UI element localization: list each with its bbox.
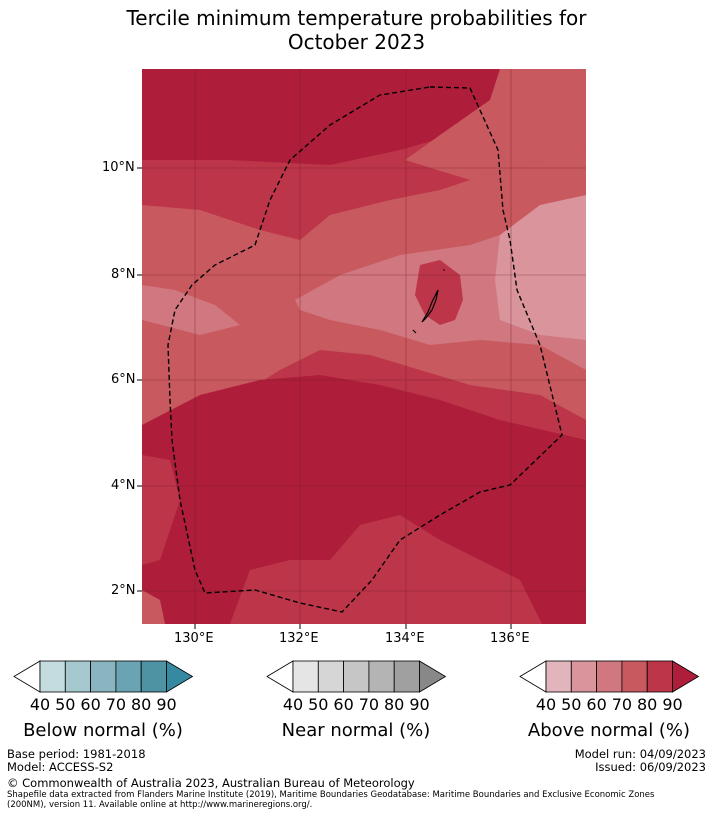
eez-boundary <box>167 86 563 613</box>
colorbar-swatch <box>64 660 92 693</box>
colorbar-tick-label: 40 <box>282 695 304 714</box>
colorbar-min-extend <box>266 660 294 693</box>
axis-ticks <box>137 167 512 629</box>
colorbar-max-extend <box>672 660 700 693</box>
colorbar-tick-label: 80 <box>131 695 152 714</box>
colorbar-above <box>519 660 700 693</box>
below-normal-label: Below normal (%) <box>23 720 183 741</box>
colorbar-tick-label: 40 <box>29 695 51 714</box>
colorbar-tick-label: 60 <box>333 695 354 714</box>
colorbar-tick-label: 50 <box>308 695 329 714</box>
model-name: Model: ACCESS-S2 <box>7 760 114 774</box>
y-tick-label: 8°N <box>111 267 136 282</box>
y-tick-label: 10°N <box>102 160 135 175</box>
x-tick-label: 136°E <box>490 631 530 646</box>
colorbar-swatch <box>570 660 597 693</box>
above-normal-label: Above normal (%) <box>527 720 691 741</box>
colorbar-min-extend <box>13 660 41 693</box>
colorbar-tick-label: 50 <box>55 695 76 714</box>
colorbar-swatch <box>646 660 673 693</box>
colorbar-swatch <box>368 660 395 693</box>
map-title: Tercile minimum temperature probabilitie… <box>0 6 713 54</box>
colorbar-tick-label: 70 <box>105 695 127 714</box>
colorbar-tick-label: 70 <box>358 695 380 714</box>
colorbar-swatch <box>545 660 572 693</box>
colorbar-tick-label: 70 <box>611 695 633 714</box>
colorbar-max-extend <box>166 660 194 693</box>
title-line-1: Tercile minimum temperature probabilitie… <box>126 6 587 30</box>
colorbar-swatch <box>39 660 66 693</box>
island-dot <box>443 269 445 271</box>
base-period: Base period: 1981-2018 <box>7 747 146 761</box>
colorbar-tick-label: 90 <box>156 695 177 714</box>
colorbar-tick-label: 60 <box>80 695 101 714</box>
colorbar-swatch <box>90 660 117 693</box>
issued-date: Issued: 06/09/2023 <box>595 760 706 774</box>
copyright: © Commonwealth of Australia 2023, Austra… <box>7 776 415 790</box>
colorbar-tick-label: 60 <box>586 695 607 714</box>
colorbar-tick-label: 90 <box>662 695 683 714</box>
model-run: Model run: 04/09/2023 <box>574 747 706 761</box>
x-tick-label: 134°E <box>385 631 425 646</box>
colorbar-swatch <box>621 660 648 693</box>
y-tick-label: 4°N <box>111 478 136 493</box>
probability-field <box>142 69 586 624</box>
palau-islands <box>421 289 439 323</box>
colorbar-near <box>266 660 447 693</box>
colorbar-swatch <box>140 660 167 693</box>
colorbar-swatch <box>292 660 319 693</box>
colorbar-tick-label: 80 <box>637 695 658 714</box>
colorbar-swatch <box>343 660 370 693</box>
title-line-2: October 2023 <box>287 30 426 54</box>
colorbar-swatch <box>596 660 623 693</box>
graticule <box>142 69 586 624</box>
colorbar-tick-label: 40 <box>535 695 557 714</box>
shapefile-credit-line-2: (200NM), version 11. Available online at… <box>7 800 313 810</box>
colorbar-min-extend <box>519 660 547 693</box>
colorbar-below <box>13 660 194 693</box>
near-normal-label: Near normal (%) <box>281 720 431 741</box>
colorbar-swatch <box>317 660 344 693</box>
y-tick-label: 2°N <box>111 583 136 598</box>
shapefile-credit-line-1: Shapefile data extracted from Flanders M… <box>7 790 655 800</box>
colorbar-swatch <box>115 660 142 693</box>
colorbar-max-extend <box>419 660 447 693</box>
colorbar-swatch <box>393 660 420 693</box>
colorbar-tick-label: 50 <box>561 695 582 714</box>
island-speck <box>412 329 417 334</box>
y-tick-label: 6°N <box>111 372 136 387</box>
colorbar-tick-label: 80 <box>384 695 405 714</box>
x-tick-label: 130°E <box>174 631 214 646</box>
x-tick-label: 132°E <box>279 631 319 646</box>
colorbar-tick-label: 90 <box>409 695 430 714</box>
